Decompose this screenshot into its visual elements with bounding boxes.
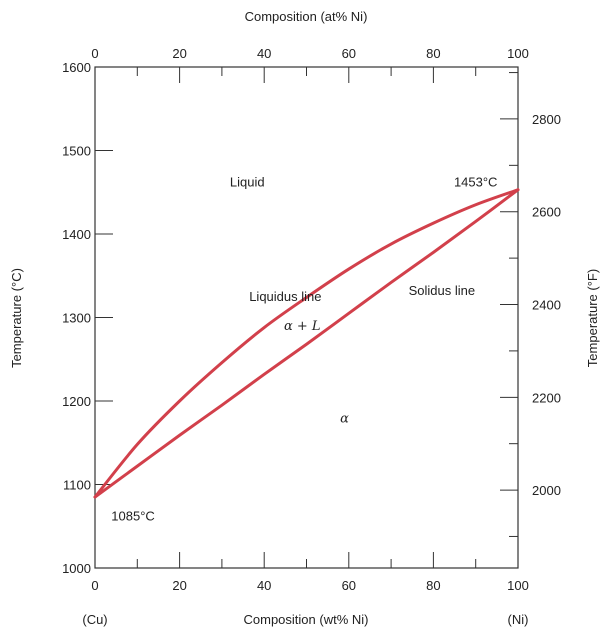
top-tick-label: 0 xyxy=(91,46,98,61)
left-tick-label: 1600 xyxy=(62,60,91,75)
bottom-tick-label: 0 xyxy=(91,578,98,593)
annotation-l: α + L xyxy=(284,319,321,334)
left-tick-label: 1400 xyxy=(62,227,91,242)
cu-end-label: (Cu) xyxy=(82,612,107,627)
top-tick-label: 40 xyxy=(257,46,271,61)
top-tick-label: 100 xyxy=(507,46,529,61)
left-tick-label: 1200 xyxy=(62,394,91,409)
top-tick-label: 60 xyxy=(342,46,356,61)
annotation-1085-c: 1085°C xyxy=(111,508,155,523)
right-axis-label: Temperature (°F) xyxy=(585,269,600,367)
bottom-tick-label: 100 xyxy=(507,578,529,593)
left-tick-label: 1300 xyxy=(62,311,91,326)
right-tick-label: 2200 xyxy=(532,390,561,405)
top-axis-label: Composition (at% Ni) xyxy=(245,9,368,24)
bottom-tick-label: 60 xyxy=(342,578,356,593)
left-axis-label: Temperature (°C) xyxy=(9,268,24,368)
annotation-solidus-line: Solidus line xyxy=(409,283,476,298)
right-tick-label: 2000 xyxy=(532,483,561,498)
bottom-tick-label: 40 xyxy=(257,578,271,593)
left-tick-label: 1500 xyxy=(62,144,91,159)
right-tick-label: 2400 xyxy=(532,297,561,312)
left-tick-label: 1000 xyxy=(62,561,91,576)
bottom-tick-label: 80 xyxy=(426,578,440,593)
top-tick-label: 80 xyxy=(426,46,440,61)
right-tick-label: 2800 xyxy=(532,112,561,127)
annotation-1453-c: 1453°C xyxy=(454,174,498,189)
top-tick-label: 20 xyxy=(172,46,186,61)
ni-end-label: (Ni) xyxy=(508,612,529,627)
annotation-liquid: Liquid xyxy=(230,174,265,189)
bottom-axis-label: Composition (wt% Ni) xyxy=(244,612,369,627)
annotation-liquidus-line: Liquidus line xyxy=(249,289,321,304)
solidus-line-curve xyxy=(93,188,520,499)
left-tick-label: 1100 xyxy=(63,478,91,493)
bottom-tick-label: 20 xyxy=(172,578,186,593)
right-tick-label: 2600 xyxy=(532,205,561,220)
plot-frame xyxy=(94,66,519,569)
liquidus-line-curve xyxy=(93,188,520,499)
annotation-alpha: α xyxy=(340,412,349,427)
